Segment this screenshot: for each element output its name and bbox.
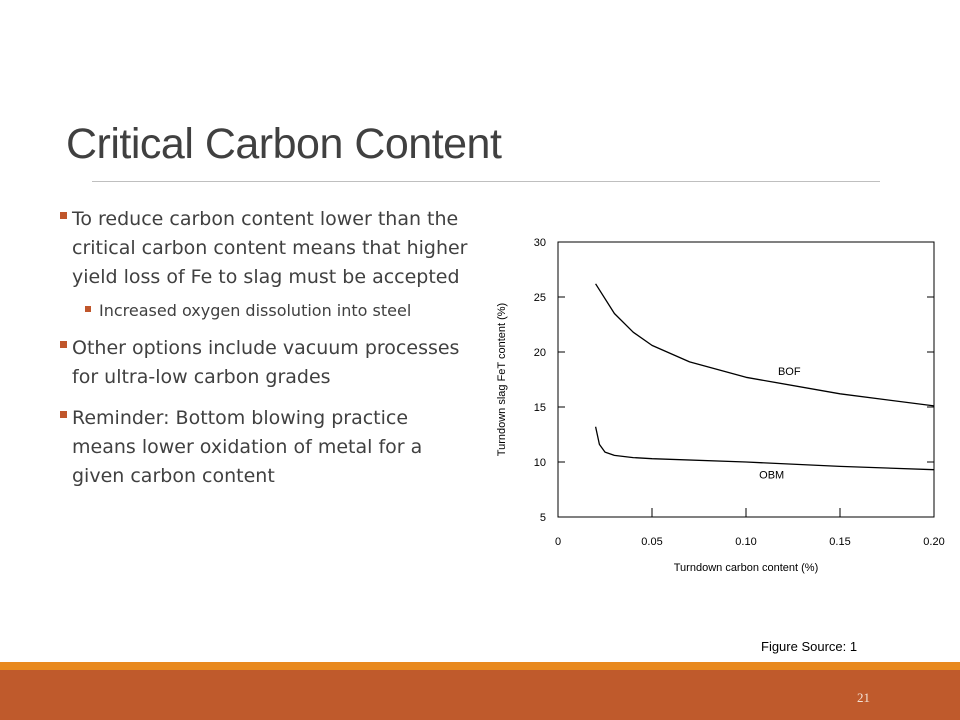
bullet-item: Other options include vacuum processes f…: [60, 334, 475, 392]
bullet-text: Other options include vacuum processes f…: [72, 337, 460, 388]
y-tick-label: 25: [534, 292, 546, 304]
y-tick-label: 5: [540, 512, 546, 524]
chart-labels: BOF OBM Turndown carbon content (%) Turndow…: [496, 303, 818, 574]
series-line-obm: [594, 426, 935, 471]
footer-accent-stripe: [0, 662, 960, 670]
x-tick-label: 0.05: [641, 536, 662, 548]
bullet-text: Reminder: Bottom blowing practice means …: [72, 407, 423, 487]
page-number: 21: [857, 690, 870, 705]
footer-band: [0, 670, 960, 720]
square-bullet-icon: [60, 341, 67, 348]
y-tick-label: 10: [534, 457, 546, 469]
series-label-bof: BOF: [778, 366, 801, 378]
x-tick-label: 0: [555, 536, 561, 548]
bullet-item: Reminder: Bottom blowing practice means …: [60, 404, 475, 491]
bullet-item: To reduce carbon content lower than the …: [60, 205, 475, 322]
y-tick-label: 20: [534, 347, 546, 359]
chart-ticks: 5 10 15 20 25 30 0 0.05 0.10 0.15 0.20: [534, 237, 945, 548]
chart-series: [594, 283, 935, 471]
sub-bullet-text: Increased oxygen dissolution into steel: [99, 301, 412, 320]
y-axis-label: Turndown slag FeT content (%): [496, 303, 508, 456]
square-bullet-icon: [60, 212, 67, 219]
bullet-list: To reduce carbon content lower than the …: [60, 205, 475, 503]
x-tick-label: 0.10: [735, 536, 756, 548]
series-label-obm: OBM: [759, 470, 784, 482]
title-divider: [92, 181, 880, 182]
y-tick-label: 30: [534, 237, 546, 249]
x-axis-label: Turndown carbon content (%): [674, 562, 819, 574]
bullet-text: To reduce carbon content lower than the …: [72, 208, 468, 288]
chart-plot-area: [557, 241, 935, 518]
x-tick-label: 0.15: [829, 536, 850, 548]
x-tick-label: 0.20: [923, 536, 944, 548]
square-bullet-icon: [60, 411, 67, 418]
square-bullet-icon: [85, 306, 91, 312]
y-tick-label: 15: [534, 402, 546, 414]
figure-source: Figure Source: 1: [761, 639, 858, 654]
slide-title: Critical Carbon Content: [66, 120, 502, 168]
series-line-bof: [595, 283, 935, 407]
sub-bullet-item: Increased oxygen dissolution into steel: [72, 299, 475, 322]
